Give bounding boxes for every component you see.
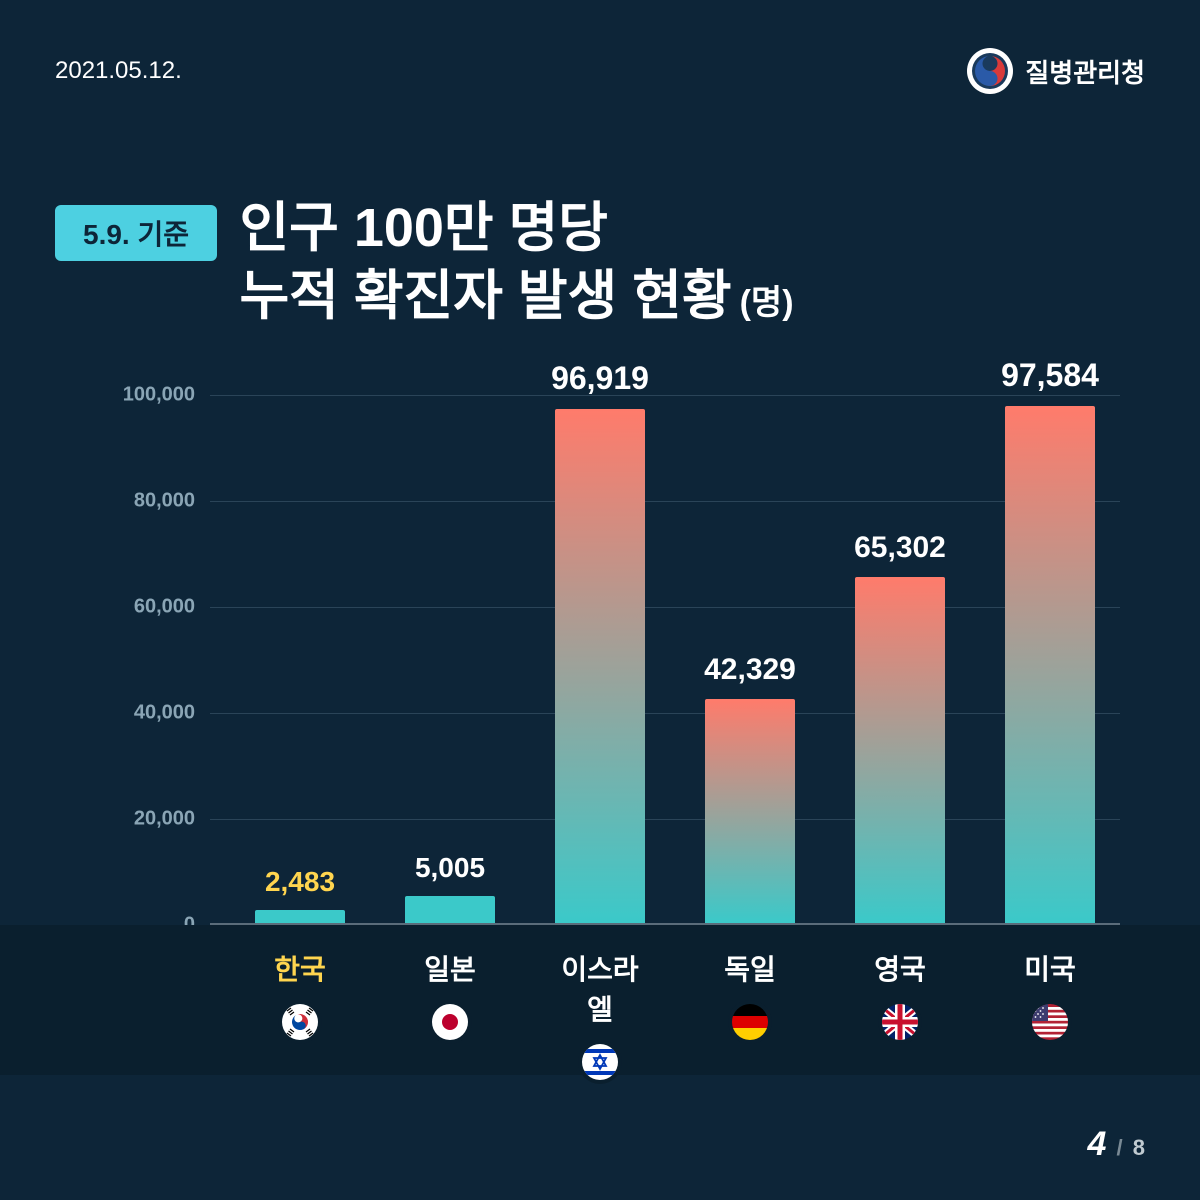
x-axis-item: 독일: [705, 948, 795, 1044]
usa-flag-icon: [1028, 1000, 1072, 1044]
title-line-1: 인구 100만 명당: [239, 195, 793, 263]
pager-total: 8: [1133, 1135, 1145, 1160]
gridline: [210, 819, 1120, 820]
x-axis-label: 한국: [255, 948, 345, 988]
title-unit: (명): [740, 284, 794, 322]
bar-fill: [855, 577, 945, 923]
x-axis-item: 이스라엘: [555, 948, 645, 1084]
bar: 5,005: [405, 896, 495, 923]
date-badge: 5.9. 기준: [55, 205, 217, 261]
pager-current: 4: [1087, 1125, 1106, 1163]
bar-value-label: 97,584: [960, 357, 1140, 394]
y-tick-label: 100,000: [110, 384, 195, 407]
korea-flag-icon: [278, 1000, 322, 1044]
uk-flag-icon: [878, 1000, 922, 1044]
bar: 65,302: [855, 577, 945, 923]
bar-fill: [405, 896, 495, 923]
y-tick-label: 20,000: [110, 808, 195, 831]
x-axis-item: 영국: [855, 948, 945, 1044]
title-area: 5.9. 기준 인구 100만 명당 누적 확진자 발생 현황(명): [55, 195, 794, 330]
x-axis-item: 일본: [405, 948, 495, 1044]
x-axis-label: 일본: [405, 948, 495, 988]
gridline: [210, 501, 1120, 502]
y-tick-label: 80,000: [110, 490, 195, 513]
bar-fill: [255, 910, 345, 923]
agency-logo-icon: [967, 48, 1013, 94]
title-text: 인구 100만 명당 누적 확진자 발생 현황(명): [239, 195, 793, 330]
date-text: 2021.05.12.: [55, 57, 182, 85]
bar: 97,584: [1005, 406, 1095, 923]
x-axis-item: 미국: [1005, 948, 1095, 1044]
x-axis-label: 미국: [1005, 948, 1095, 988]
israel-flag-icon: [578, 1040, 622, 1084]
pager: 4 / 8: [1087, 1125, 1145, 1164]
bar-fill: [705, 699, 795, 923]
bar-value-label: 96,919: [510, 360, 690, 397]
title-main: 누적 확진자 발생 현황: [239, 266, 731, 326]
bar-value-label: 5,005: [360, 852, 540, 884]
bar-fill: [1005, 406, 1095, 923]
header: 2021.05.12. 질병관리청: [55, 48, 1145, 94]
y-tick-label: 40,000: [110, 702, 195, 725]
y-tick-label: 60,000: [110, 596, 195, 619]
bar-fill: [555, 409, 645, 923]
agency-name: 질병관리청: [1025, 53, 1145, 90]
x-axis-label: 영국: [855, 948, 945, 988]
bar-value-label: 42,329: [660, 653, 840, 687]
plot-area: 2,483 5,005 96,919 42,329 65,302 97,584: [210, 395, 1120, 925]
bar: 96,919: [555, 409, 645, 923]
x-axis-label: 이스라엘: [555, 948, 645, 1028]
pager-sep: /: [1110, 1135, 1128, 1160]
gridline: [210, 607, 1120, 608]
agency: 질병관리청: [967, 48, 1145, 94]
x-axis: 한국 일본 이스라엘 독일 영국 미국: [210, 930, 1120, 1050]
x-axis-label: 독일: [705, 948, 795, 988]
germany-flag-icon: [728, 1000, 772, 1044]
bar: 42,329: [705, 699, 795, 923]
bar-value-label: 65,302: [810, 531, 990, 565]
title-line-2: 누적 확진자 발생 현황(명): [239, 263, 793, 331]
japan-flag-icon: [428, 1000, 472, 1044]
x-axis-item: 한국: [255, 948, 345, 1044]
bar-chart: 020,00040,00060,00080,000100,000 2,4835,…: [110, 395, 1120, 925]
gridline: [210, 713, 1120, 714]
bar: 2,483: [255, 910, 345, 923]
